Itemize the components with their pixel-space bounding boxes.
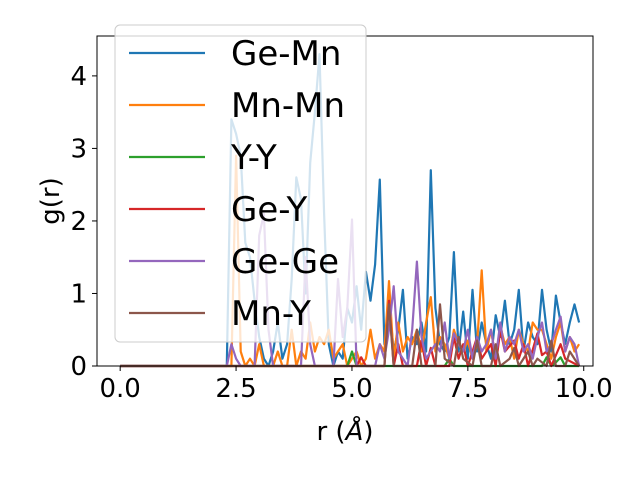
- legend-label-y-y: Y-Y: [230, 138, 277, 178]
- y-tick-label: 3: [70, 134, 87, 164]
- x-tick-label: 10.0: [555, 374, 613, 404]
- legend-label-ge-y: Ge-Y: [231, 190, 307, 230]
- y-tick-label: 0: [70, 352, 87, 382]
- legend-label-ge-ge: Ge-Ge: [231, 242, 339, 282]
- legend-label-mn-mn: Mn-Mn: [231, 86, 345, 126]
- legend-label-mn-y: Mn-Y: [231, 294, 311, 334]
- x-tick-label: 5.0: [331, 374, 372, 404]
- y-axis-ticks: 0 1 2 3 4: [70, 62, 97, 382]
- x-tick-label: 0.0: [99, 374, 140, 404]
- legend-label-ge-mn: Ge-Mn: [231, 34, 341, 74]
- x-axis-label: r (Å): [316, 415, 373, 447]
- x-tick-label: 2.5: [215, 374, 256, 404]
- y-tick-label: 4: [70, 62, 87, 92]
- x-axis-ticks: 0.0 2.5 5.0 7.5 10.0: [99, 366, 613, 404]
- y-axis-label: g(r): [36, 177, 66, 224]
- legend: Ge-Mn Mn-Mn Y-Y Ge-Y Ge-Ge Mn-Y: [114, 24, 367, 343]
- y-tick-label: 1: [70, 279, 87, 309]
- x-tick-label: 7.5: [447, 374, 488, 404]
- y-tick-label: 2: [70, 207, 87, 237]
